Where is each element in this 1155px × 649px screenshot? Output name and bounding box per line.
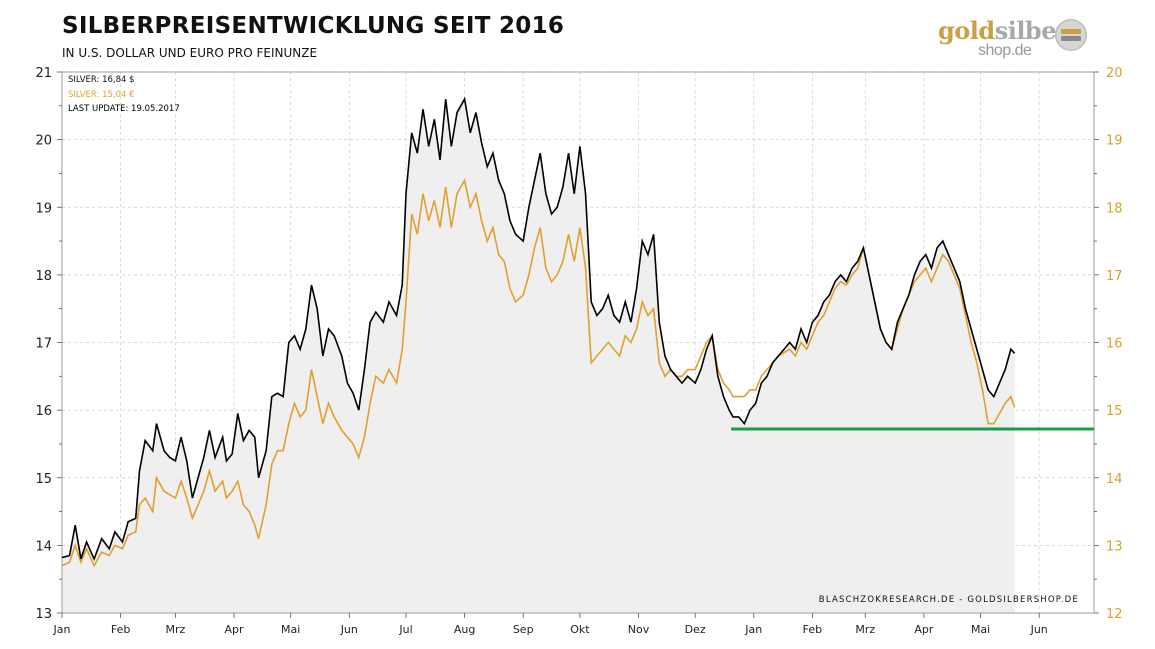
left-tick-label: 16: [35, 404, 52, 419]
left-tick-label: 19: [35, 201, 52, 216]
series-line-eur: [61, 177, 1016, 568]
silver-eur-value: SILVER: 15,04 €: [68, 89, 135, 100]
left-tick-label: 15: [35, 472, 52, 487]
x-tick-label: Jan: [53, 623, 71, 636]
last-update: LAST UPDATE: 19.05.2017: [68, 104, 180, 114]
x-tick-label: Mrz: [855, 623, 875, 636]
goldsilbershop-logo[interactable]: goldsilber shop.de: [930, 14, 1095, 62]
x-tick-label: Mai: [281, 623, 300, 636]
x-tick-label: Feb: [111, 623, 130, 636]
right-tick-label: 18: [1106, 201, 1123, 216]
x-tick-label: Nov: [628, 623, 650, 636]
x-tick-label: Apr: [914, 623, 934, 636]
silver-usd-value: SILVER: 16,84 $: [68, 75, 135, 85]
right-tick-label: 17: [1106, 269, 1123, 284]
right-tick-label: 15: [1106, 404, 1123, 419]
logo-shop-text: shop.de: [978, 42, 1032, 59]
x-tick-label: Apr: [224, 623, 244, 636]
left-tick-label: 14: [35, 539, 52, 554]
left-tick-label: 21: [35, 66, 52, 81]
logo-gold-text: gold: [938, 16, 995, 45]
x-tick-label: Aug: [454, 623, 475, 636]
x-axis: Jan Feb Mrz Apr Mai Jun Jul Aug Sep Okt Nov Dez Jan F…: [53, 613, 1048, 636]
info-box: SILVER: 16,84 $ SILVER: 15,04 € LAST UPD…: [68, 73, 180, 117]
right-axis: 12 13 14 15 16 17 18 19 20: [1094, 66, 1123, 622]
right-tick-label: 13: [1106, 539, 1123, 554]
left-tick-label: 17: [35, 337, 52, 352]
left-axis: 13 14 15 16 17 18 19 20 21: [35, 66, 62, 622]
right-tick-label: 12: [1106, 607, 1123, 622]
left-tick-label: 20: [35, 134, 52, 149]
right-tick-label: 16: [1106, 337, 1123, 352]
x-tick-label: Jun: [340, 623, 358, 636]
usd-area-fill: [62, 99, 1015, 614]
x-tick-label: Okt: [570, 623, 590, 636]
x-tick-label: Mrz: [166, 623, 186, 636]
right-tick-label: 19: [1106, 134, 1123, 149]
logo-wordmark: goldsilber: [938, 16, 1069, 45]
chart-title: SILBERPREISENTWICKLUNG SEIT 2016: [62, 13, 565, 39]
x-tick-label: Feb: [803, 623, 822, 636]
left-tick-label: 18: [35, 269, 52, 284]
right-tick-label: 20: [1106, 66, 1123, 81]
source-credit: BLASCHZOKRESEARCH.DE - GOLDSILBERSHOP.DE: [818, 595, 1079, 605]
left-tick-label: 13: [35, 607, 52, 622]
chart-subtitle: IN U.S. DOLLAR UND EURO PRO FEINUNZE: [62, 46, 318, 60]
x-tick-label: Mai: [971, 623, 990, 636]
x-tick-label: Dez: [685, 623, 706, 636]
coin-icon: [1055, 19, 1087, 51]
right-tick-label: 14: [1106, 472, 1123, 487]
series-line-usd: [61, 96, 1016, 562]
x-tick-label: Jan: [744, 623, 762, 636]
x-tick-label: Jul: [398, 623, 412, 636]
x-tick-label: Sep: [513, 623, 534, 636]
x-tick-label: Jun: [1030, 623, 1048, 636]
